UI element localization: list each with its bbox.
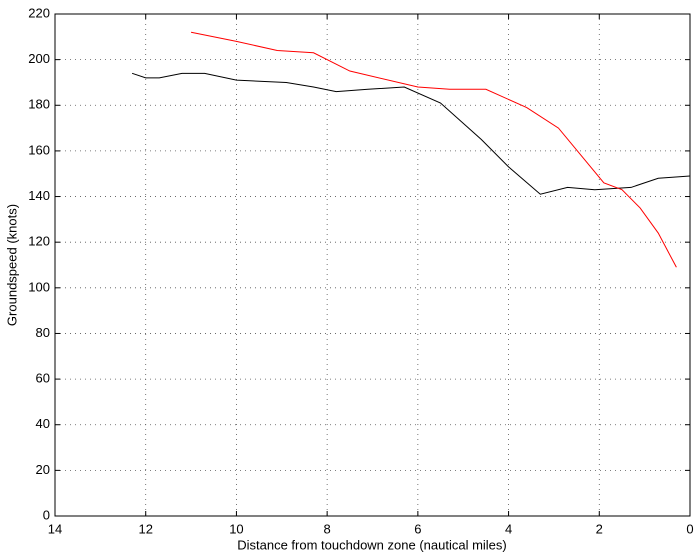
y-tick-label: 60 [36,371,50,386]
y-tick-label: 40 [36,416,50,431]
x-tick-label: 4 [505,521,512,536]
x-tick-label: 0 [686,521,693,536]
x-tick-label: 10 [229,521,243,536]
y-tick-label: 140 [28,188,50,203]
y-tick-label: 80 [36,325,50,340]
plot-frame [54,13,691,517]
y-tick-label: 0 [43,507,50,522]
x-tick-label: 14 [48,521,62,536]
x-tick-label: 2 [596,521,603,536]
y-tick-label: 180 [28,97,50,112]
x-tick-label: 6 [414,521,421,536]
y-tick-label: 20 [36,462,50,477]
y-tick-label: 100 [28,279,50,294]
y-tick-label: 120 [28,234,50,249]
y-axis-label: Groundspeed (knots) [4,204,19,326]
data-line [131,72,691,195]
x-tick-label: 8 [324,521,331,536]
y-tick-label: 160 [28,142,50,157]
data-line [190,31,677,268]
x-axis-label: Distance from touchdown zone (nautical m… [237,537,507,552]
y-tick-label: 200 [28,51,50,66]
x-tick-label: 12 [138,521,152,536]
y-tick-label: 220 [28,5,50,20]
